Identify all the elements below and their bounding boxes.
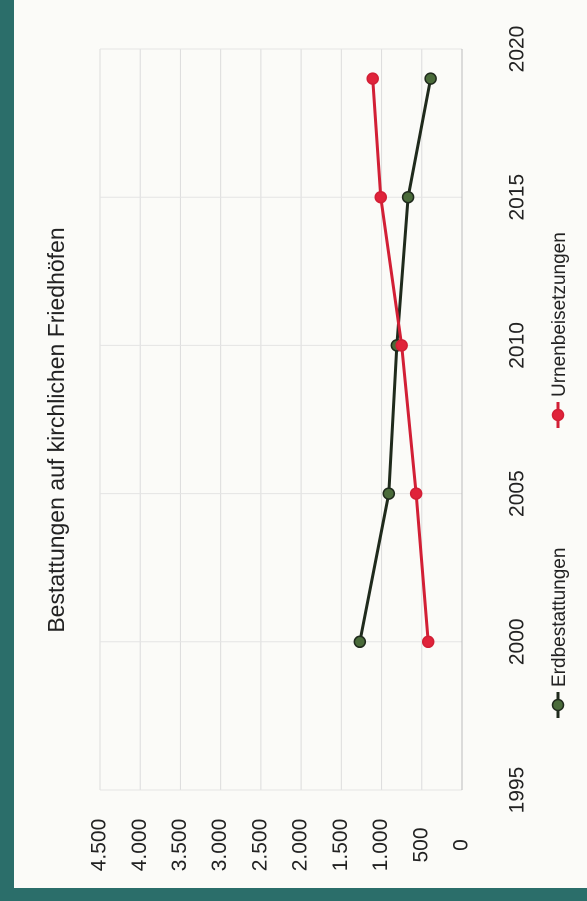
- y-tick-label: 500: [409, 827, 432, 862]
- y-tick-label: 3.500: [168, 819, 191, 872]
- data-point: [409, 487, 423, 500]
- data-point: [401, 190, 415, 204]
- x-tick-label: 2020: [506, 26, 529, 73]
- y-tick-label: 0: [450, 839, 473, 851]
- y-tick-label: 1.000: [369, 819, 392, 872]
- legend-label: Erdbestattungen: [549, 548, 570, 687]
- x-tick-label: 2005: [506, 470, 529, 517]
- y-tick-label: 4.000: [128, 819, 151, 872]
- data-point: [374, 190, 388, 204]
- x-tick-label: 1995: [506, 767, 529, 814]
- y-tick-label: 3.000: [208, 819, 231, 872]
- data-point: [395, 339, 408, 352]
- data-point: [366, 72, 379, 85]
- y-tick-label: 2.000: [289, 819, 312, 872]
- legend-marker: [551, 408, 565, 422]
- chart-title: Bestattungen auf kirchlichen Friedhöfen: [43, 227, 69, 632]
- data-point: [382, 487, 396, 500]
- data-point: [353, 635, 367, 649]
- data-point: [421, 635, 435, 649]
- x-tick-label: 2000: [506, 618, 529, 665]
- data-point: [424, 72, 437, 85]
- legend-label: Urnenbeisetzungen: [549, 232, 570, 397]
- paper: [14, 0, 587, 888]
- x-tick-label: 2010: [506, 322, 529, 369]
- y-tick-label: 4.500: [88, 819, 111, 872]
- y-tick-label: 2.500: [248, 819, 271, 872]
- legend-marker: [551, 698, 565, 712]
- x-tick-label: 2015: [506, 174, 529, 221]
- y-tick-label: 1.500: [329, 819, 352, 872]
